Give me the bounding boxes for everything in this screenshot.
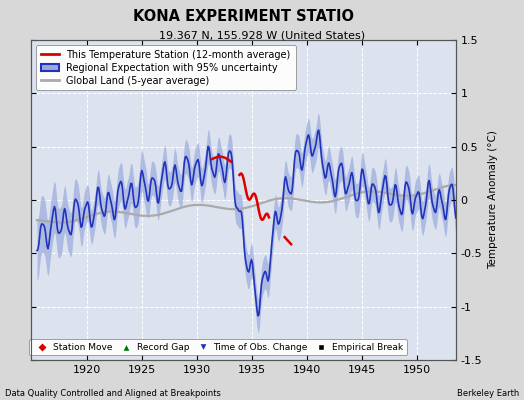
- Legend: Station Move, Record Gap, Time of Obs. Change, Empirical Break: Station Move, Record Gap, Time of Obs. C…: [29, 339, 407, 356]
- Title: KONA EXPERIMENT STATIO: KONA EXPERIMENT STATIO: [133, 8, 354, 24]
- Y-axis label: Temperature Anomaly (°C): Temperature Anomaly (°C): [488, 130, 498, 270]
- Text: 19.367 N, 155.928 W (United States): 19.367 N, 155.928 W (United States): [159, 30, 365, 40]
- Text: Berkeley Earth: Berkeley Earth: [456, 389, 519, 398]
- Text: Data Quality Controlled and Aligned at Breakpoints: Data Quality Controlled and Aligned at B…: [5, 389, 221, 398]
